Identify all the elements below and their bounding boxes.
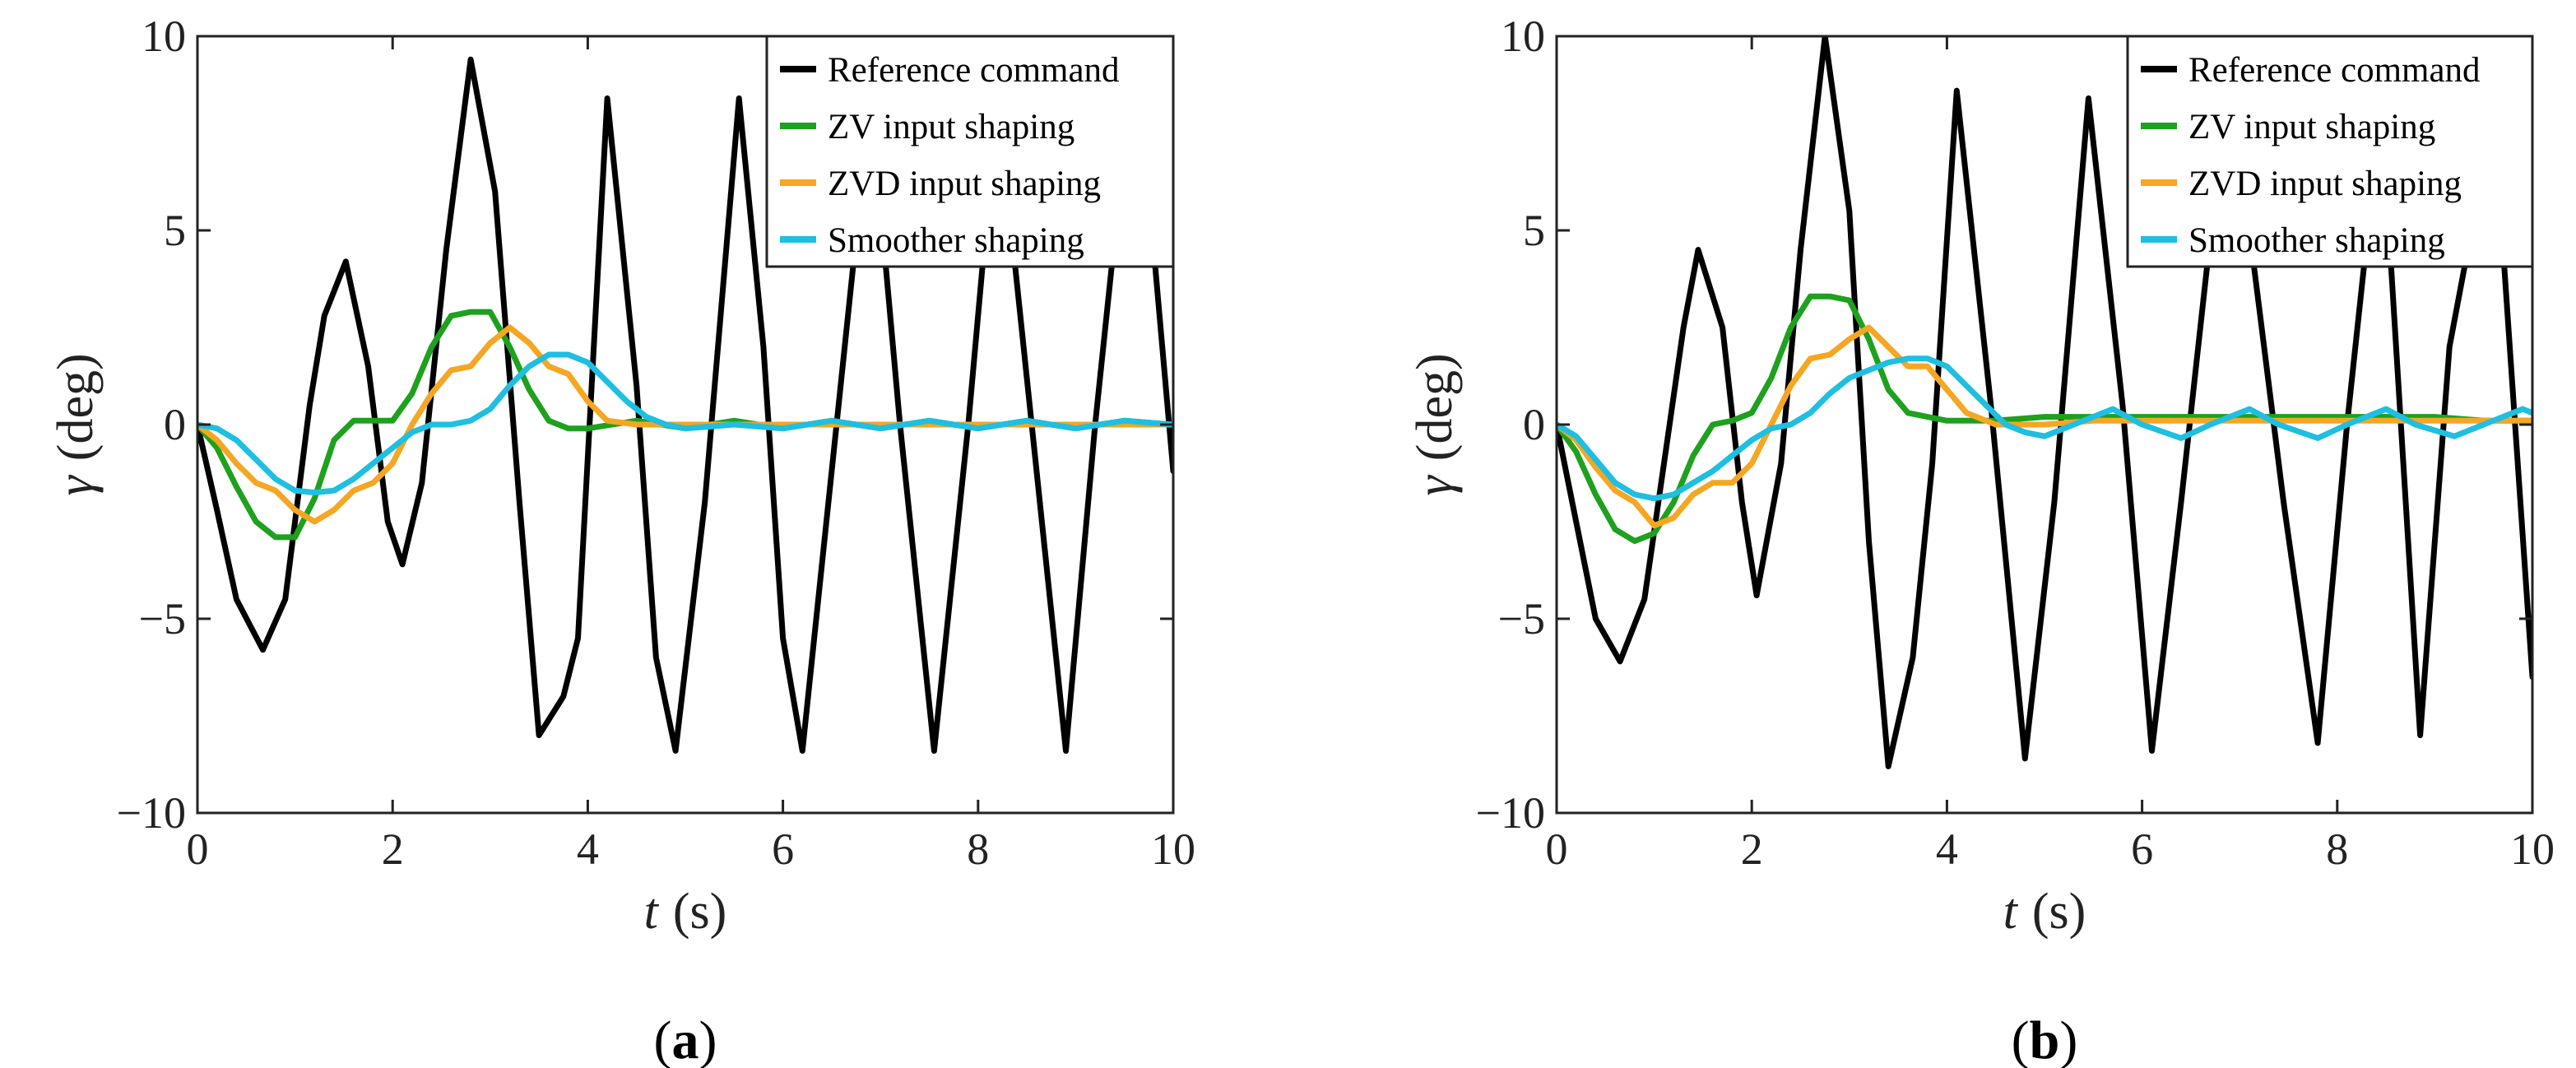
y-tick-label: 0 [164,400,186,449]
panel-label-letter: b [2030,1010,2060,1068]
legend-label: Smoother shaping [828,221,1084,260]
series-group [1557,36,2532,769]
x-tick-label: 2 [382,824,404,874]
y-axis-label: γ (deg) [1407,353,1463,495]
legend-label: ZV input shaping [2188,108,2435,146]
x-tick-label: 10 [1151,824,1195,874]
y-tick-label: 10 [142,12,186,61]
y-tick-label: 10 [1501,12,1545,61]
series-line-reference-command [1557,36,2532,769]
panel-label-open: ( [2012,1010,2030,1068]
y-axis-unit: (deg) [1407,353,1463,461]
panel-label: (b) [2012,1010,2078,1068]
legend: Reference command ZV input shaping ZVD inp… [2126,35,2534,268]
y-tick-label: −10 [1476,788,1545,838]
panel-label-close: ) [699,1010,717,1068]
x-tick-label: 0 [187,824,209,874]
x-tick-label: 8 [2326,824,2348,874]
x-tick-label: 4 [577,824,599,874]
legend-label: ZVD input shaping [828,165,1101,203]
x-axis-variable: t [644,884,660,940]
legend-box [765,35,1175,268]
y-axis-unit: (deg) [48,353,104,461]
x-tick-label: 10 [2510,824,2555,874]
x-tick-label: 8 [967,824,989,874]
y-tick-label: −5 [139,594,186,643]
panel-label-close: ) [2059,1010,2077,1068]
legend-label: ZVD input shaping [2188,165,2462,203]
y-tick-label: 0 [1523,400,1545,449]
series-line-smoother-shaping [1557,355,2532,502]
series-line-zvd-input-shaping [1557,324,2532,529]
x-axis-unit: (s) [673,884,726,940]
panel-label: (a) [654,1010,717,1068]
x-tick-label: 0 [1546,824,1568,874]
x-tick-label: 4 [1936,824,1958,874]
panel-label-letter: a [672,1010,699,1068]
legend-label: ZV input shaping [828,108,1074,146]
chart-panel-b: 0 2 4 6 8 10 −10 −5 0 5 10 t (s) γ (deg) (b) Reference c… [1407,12,2555,1068]
x-axis-label: t (s) [2003,884,2086,940]
legend: Reference command ZV input shaping ZVD inp… [765,35,1175,268]
x-tick-label: 6 [772,824,794,874]
x-tick-label: 6 [2131,824,2153,874]
legend-label: Reference command [2188,51,2481,90]
panel-label-open: ( [654,1010,672,1068]
series-line-smoother-shaping [197,351,1173,496]
legend-box [2126,35,2534,268]
x-axis-label: t (s) [644,884,727,940]
y-axis-label: γ (deg) [48,353,104,495]
x-tick-label: 2 [1741,824,1763,874]
y-axis-variable: γ [48,475,104,496]
chart-panel-a: 0 2 4 6 8 10 −10 −5 0 5 10 t (s) γ (deg) (a) Reference c… [48,12,1195,1068]
y-tick-label: 5 [1523,206,1545,255]
x-axis-variable: t [2003,884,2019,940]
y-tick-label: 5 [164,206,186,255]
x-axis-unit: (s) [2032,884,2086,940]
y-axis-variable: γ [1407,475,1463,496]
y-tick-label: −5 [1498,594,1545,643]
legend-label: Reference command [828,51,1120,90]
y-tick-label: −10 [117,788,186,838]
legend-label: Smoother shaping [2188,221,2445,260]
